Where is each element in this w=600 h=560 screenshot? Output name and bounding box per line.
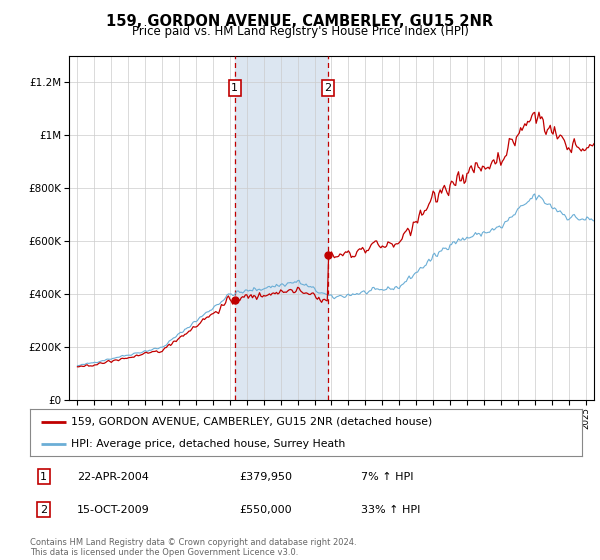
Text: 33% ↑ HPI: 33% ↑ HPI xyxy=(361,505,421,515)
Text: 1: 1 xyxy=(231,83,238,93)
Text: 15-OCT-2009: 15-OCT-2009 xyxy=(77,505,149,515)
Text: 7% ↑ HPI: 7% ↑ HPI xyxy=(361,472,414,482)
Text: HPI: Average price, detached house, Surrey Heath: HPI: Average price, detached house, Surr… xyxy=(71,438,346,449)
Bar xyxy=(235,56,328,400)
Text: 2: 2 xyxy=(40,505,47,515)
Text: £379,950: £379,950 xyxy=(240,472,293,482)
Text: Price paid vs. HM Land Registry's House Price Index (HPI): Price paid vs. HM Land Registry's House … xyxy=(131,25,469,38)
Text: Contains HM Land Registry data © Crown copyright and database right 2024.
This d: Contains HM Land Registry data © Crown c… xyxy=(30,538,356,557)
Text: 22-APR-2004: 22-APR-2004 xyxy=(77,472,149,482)
Text: £550,000: £550,000 xyxy=(240,505,292,515)
Text: 2: 2 xyxy=(325,83,332,93)
Text: 1: 1 xyxy=(40,472,47,482)
Text: 159, GORDON AVENUE, CAMBERLEY, GU15 2NR (detached house): 159, GORDON AVENUE, CAMBERLEY, GU15 2NR … xyxy=(71,417,433,427)
Text: 159, GORDON AVENUE, CAMBERLEY, GU15 2NR: 159, GORDON AVENUE, CAMBERLEY, GU15 2NR xyxy=(106,14,494,29)
